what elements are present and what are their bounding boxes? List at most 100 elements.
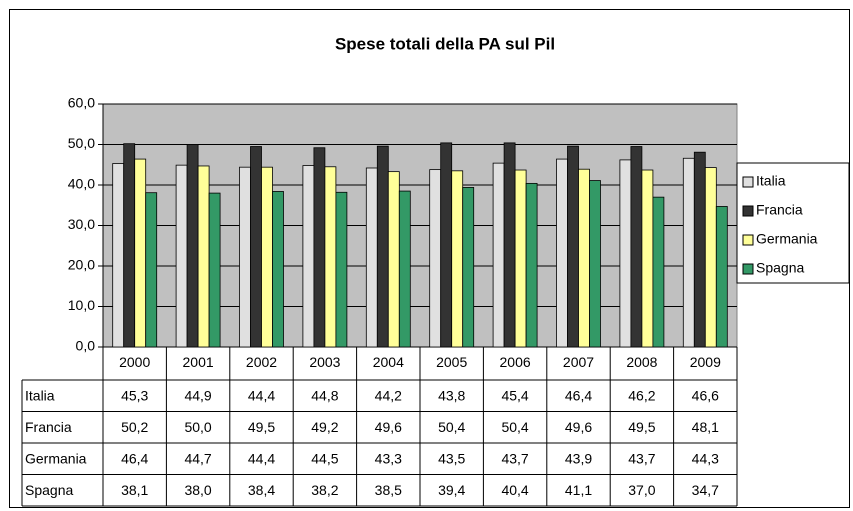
table-cell: 43,7 <box>628 450 655 466</box>
y-tick-label: 0,0 <box>76 338 96 354</box>
bar <box>492 162 505 348</box>
bar <box>186 144 199 348</box>
table-cell: 49,5 <box>248 419 275 435</box>
table-cell: 43,3 <box>375 450 402 466</box>
legend-label: Germania <box>756 231 818 247</box>
bar <box>387 171 400 348</box>
bar <box>239 166 251 348</box>
x-tick-label: 2003 <box>309 354 340 370</box>
legend-label: Italia <box>756 173 786 189</box>
table-cell: 38,4 <box>248 482 275 498</box>
bar <box>145 192 158 348</box>
bar <box>134 158 147 348</box>
bar <box>589 180 601 348</box>
table-cell: 38,1 <box>121 482 148 498</box>
y-tick-label: 10,0 <box>68 297 95 313</box>
table-cell: 46,4 <box>565 387 592 403</box>
x-tick-label: 2008 <box>626 354 657 370</box>
table-row-label: Germania <box>25 450 87 466</box>
bar <box>652 196 665 348</box>
table-cell: 44,5 <box>311 450 338 466</box>
x-tick-label: 2005 <box>436 354 467 370</box>
table-cell: 44,8 <box>311 387 338 403</box>
bar <box>630 146 643 348</box>
x-tick-label: 2006 <box>500 354 531 370</box>
bar <box>376 145 389 348</box>
table-cell: 44,2 <box>375 387 402 403</box>
table-cell: 39,4 <box>438 482 465 498</box>
legend-swatch <box>742 234 754 246</box>
table-cell: 49,5 <box>628 419 655 435</box>
table-cell: 44,7 <box>184 450 211 466</box>
x-tick-label: 2002 <box>246 354 277 370</box>
bar <box>398 190 411 348</box>
table-cell: 49,6 <box>375 419 402 435</box>
table-row-label: Italia <box>25 387 55 403</box>
table-cell: 49,6 <box>565 419 592 435</box>
bar <box>440 142 453 348</box>
table-cell: 44,9 <box>184 387 211 403</box>
bar <box>208 192 221 348</box>
table-cell: 43,9 <box>565 450 592 466</box>
table-cell: 50,4 <box>501 419 528 435</box>
y-tick-label: 40,0 <box>68 176 95 192</box>
bar <box>693 151 706 348</box>
legend-label: Spagna <box>756 260 804 276</box>
bar <box>197 165 210 348</box>
x-tick-label: 2007 <box>563 354 594 370</box>
table-cell: 50,0 <box>184 419 211 435</box>
y-tick-label: 20,0 <box>68 257 95 273</box>
bar <box>365 167 378 348</box>
table-cell: 46,2 <box>628 387 655 403</box>
table-cell: 44,4 <box>248 387 275 403</box>
bar <box>324 166 337 348</box>
bar <box>619 159 632 348</box>
legend-swatch <box>742 205 754 217</box>
x-tick-label: 2004 <box>373 354 404 370</box>
bar <box>302 165 315 348</box>
table-cell: 37,0 <box>628 482 655 498</box>
y-tick-label: 60,0 <box>68 95 95 111</box>
bar <box>112 163 125 348</box>
y-tick-label: 30,0 <box>68 216 95 232</box>
table-cell: 50,4 <box>438 419 465 435</box>
bar <box>123 143 136 348</box>
bar <box>704 167 717 348</box>
table-cell: 46,6 <box>692 387 719 403</box>
bar <box>514 169 527 348</box>
table-cell: 44,4 <box>248 450 275 466</box>
table-cell: 45,3 <box>121 387 148 403</box>
table-cell: 43,5 <box>438 450 465 466</box>
bar <box>429 169 442 348</box>
table-row-label: Spagna <box>25 482 73 498</box>
legend-swatch <box>742 176 754 188</box>
table-cell: 41,1 <box>565 482 592 498</box>
chart-title: Spese totali della PA sul Pil <box>335 34 555 53</box>
table-cell: 38,0 <box>184 482 211 498</box>
table-cell: 43,8 <box>438 387 465 403</box>
bar <box>272 191 284 348</box>
legend-swatch <box>742 263 754 275</box>
legend-label: Francia <box>756 202 803 218</box>
table-cell: 38,2 <box>311 482 338 498</box>
y-tick-label: 50,0 <box>68 135 95 151</box>
table-cell: 50,2 <box>121 419 148 435</box>
table-cell: 38,5 <box>375 482 402 498</box>
table-cell: 43,7 <box>501 450 528 466</box>
bar <box>641 169 654 348</box>
table-cell: 45,4 <box>501 387 528 403</box>
bar <box>682 157 695 348</box>
bar <box>335 191 348 348</box>
table-cell: 48,1 <box>692 419 719 435</box>
bar <box>175 164 188 348</box>
bar <box>250 146 262 348</box>
bar <box>556 158 568 348</box>
table-row-label: Francia <box>25 419 72 435</box>
legend-box <box>736 162 850 284</box>
x-tick-label: 2001 <box>183 354 214 370</box>
x-tick-label: 2000 <box>119 354 150 370</box>
table-cell: 40,4 <box>501 482 528 498</box>
table-cell: 34,7 <box>692 482 719 498</box>
bar <box>462 187 475 348</box>
